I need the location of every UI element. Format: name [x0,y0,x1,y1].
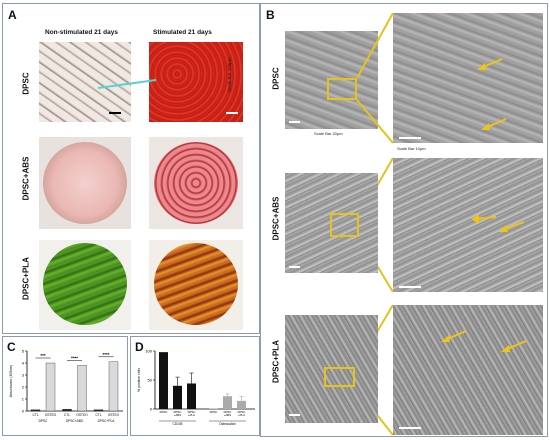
significance-label: **** [102,352,109,357]
y-axis-label: Absorbance (405nm) [9,365,13,398]
significance-label: *** [40,353,46,358]
row-label-dpsc-pla: DPSC+PLA [21,257,31,300]
zoom-region-box [324,367,355,387]
x-tick-label: OSTEO [108,413,120,417]
sem-image-dpsc-zoom [393,13,543,143]
x-tick-label: OSTEO [76,413,88,417]
bar [77,365,87,412]
scale-bar [399,427,421,429]
bar [237,400,246,409]
x-tick-label: CTL [95,413,101,417]
scale-bar [289,266,300,268]
group-label: CD105 [173,422,183,426]
panel-a: A Non-stimulated 21 days Stimulated 21 d… [2,3,260,334]
bar [159,352,168,409]
arrow-icon [477,58,503,70]
group-label: DPSC [39,419,49,423]
bar [173,385,182,409]
scale-bar [289,414,300,416]
dish-photo-abs-stimulated [149,137,243,229]
sem-image-dpsc-pla-overview [285,315,378,423]
bar [30,409,41,412]
y-axis-label: % positive cells [137,368,141,392]
y-tick-label: 0 [22,409,25,414]
arrow-icon [499,221,525,232]
significance-label: **** [71,355,78,360]
bar [223,396,232,409]
micrograph-dpsc-non-stimulated [39,42,131,122]
x-tick-label: DPSC +PLA [188,410,196,417]
arrow-icon [471,214,497,224]
sem-image-dpsc-abs-overview [285,173,378,273]
bar [62,409,72,412]
col-label-stimulated: Stimulated 21 days [153,29,212,36]
connector-line [98,79,157,89]
scale-note: Scale Bar 100μm [227,57,232,92]
zoom-region-box [327,78,357,100]
x-tick-label: DPSC +ABS [224,410,232,417]
scale-bar [226,112,238,114]
sem-image-dpsc-overview [285,31,378,129]
y-tick-label: 3 [22,373,25,378]
group-label: Osteocalcin [219,422,236,426]
panel-d-letter: D [135,340,144,354]
x-tick-label: CTL [64,413,70,417]
bar [108,361,119,412]
bar [187,383,196,409]
y-tick-label: 0 [150,407,153,412]
panel-c-letter: C [7,340,16,354]
culture-dish [43,142,127,224]
x-tick-label: OSTEO [45,413,57,417]
arrow-icon [501,340,527,352]
x-tick-label: DPSC +PLA [238,410,246,417]
scale-bar [399,286,421,288]
sem-image-dpsc-pla-zoom [393,305,543,435]
panel-d: D 0 50 100 % positive cells DPSC DPSC +ABS DPSC… [130,336,260,436]
scale-bar [399,137,421,139]
group-label: DPSC+ABS [66,419,83,423]
culture-dish [154,142,238,224]
x-tick-label: CTL [32,413,38,417]
panel-b: B DPSC DPSC+ABS DPSC+PLA Scale Bar 20μm … [260,3,548,437]
group-label: DPSC+PLA [98,419,116,423]
culture-dish [154,243,238,325]
y-tick-label: 4 [22,361,25,366]
y-tick-label: 2 [22,385,25,390]
x-tick-label: DPSC +ABS [174,410,182,417]
culture-dish [43,243,127,325]
scale-label-10um: Scale Bar 10μm [397,146,426,151]
arrow-icon [441,330,467,342]
bar [45,362,56,412]
row-label-dpsc: DPSC [21,72,31,95]
zoom-region-box [330,213,359,237]
dish-photo-pla-non-stimulated [39,240,131,330]
scale-label-20um: Scale Bar 20μm [314,131,343,136]
panel-a-letter: A [8,8,17,22]
arrow-icon [481,118,507,130]
scale-bar [289,121,300,123]
dish-photo-pla-stimulated [149,240,243,330]
y-tick-label: 100 [145,349,152,354]
row-label-dpsc-abs: DPSC+ABS [21,156,31,201]
chart-c: 0 1 2 3 4 5 Absorbance (405nm) CTL OSTEO CTL OSTEO… [9,349,123,423]
sem-image-dpsc-abs-zoom [393,158,543,292]
panel-b-letter: B [266,8,275,22]
y-tick-label: 5 [22,349,25,354]
chart-d: 0 50 100 % positive cells DPSC DPSC +ABS DPSC +P… [137,349,255,426]
x-tick-label: DPSC [160,410,168,414]
col-label-non-stimulated: Non-stimulated 21 days [45,29,118,36]
dish-photo-abs-non-stimulated [39,137,131,229]
scale-bar [109,112,121,114]
x-tick-label: DPSC [210,410,218,414]
bar [209,408,218,409]
y-tick-label: 50 [148,378,153,383]
y-tick-label: 1 [22,397,25,402]
micrograph-dpsc-stimulated [149,42,243,122]
panel-c: C 0 1 2 3 4 5 Absorbance (405nm) CTL OSTEO CTL OST… [2,336,128,436]
bar [93,409,104,412]
